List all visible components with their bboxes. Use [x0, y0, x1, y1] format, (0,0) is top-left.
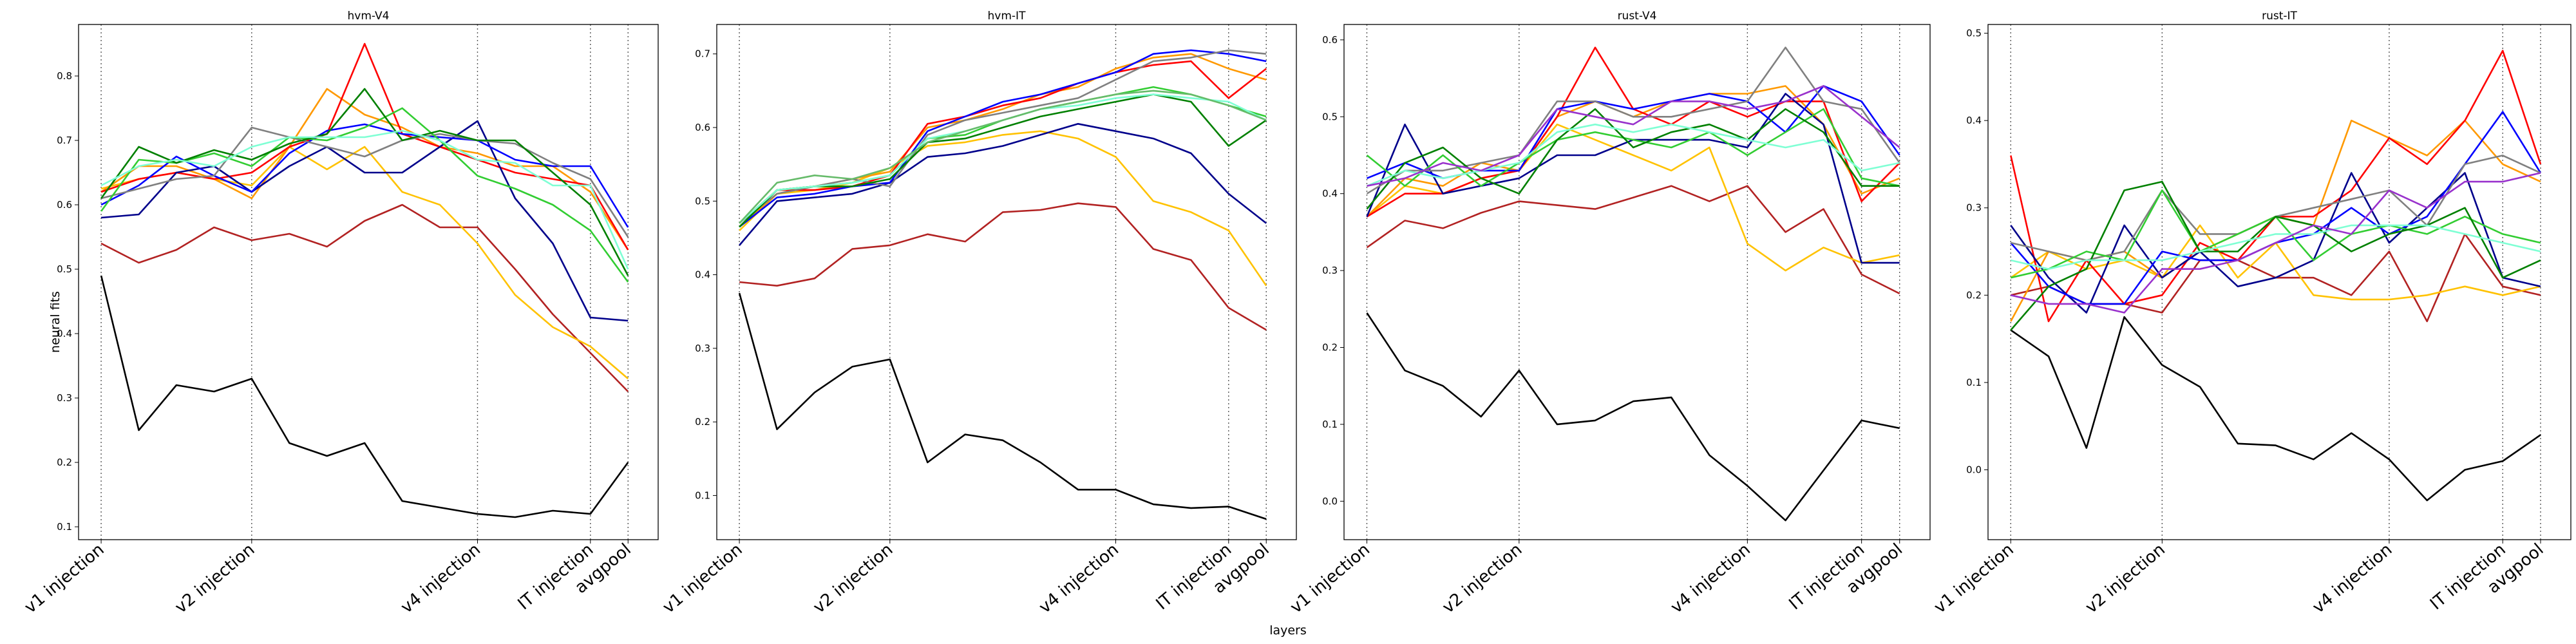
- x-tick-label: v1 injection: [1287, 540, 1374, 617]
- y-tick-label: 0.3: [57, 392, 72, 404]
- series-line-11: [2011, 224, 2541, 270]
- x-tick-label: v2 injection: [171, 540, 258, 617]
- y-tick-label: 0.3: [695, 343, 710, 354]
- y-tick-label: 0.1: [57, 521, 72, 533]
- panel-title: hvm-V4: [348, 10, 390, 23]
- series-line-10: [2010, 180, 2541, 331]
- y-tick-label: 0.5: [695, 195, 710, 207]
- series-line-10: [100, 88, 629, 276]
- y-tick-label: 0.0: [1322, 495, 1338, 507]
- series-line-1: [2010, 316, 2541, 502]
- series-line-4: [739, 53, 1267, 228]
- series-line-7: [100, 123, 629, 228]
- series-line-5: [2010, 50, 2542, 323]
- series-line-10: [1366, 108, 1900, 210]
- panel-3: rust-V4 0.0 0.1 0.2 0.3 0.4 0.5 0.6 v1 injection…: [1287, 10, 1931, 618]
- x-tick-label: v1 injection: [659, 540, 746, 617]
- panel-2: hvm-IT 0.1 0.2 0.3 0.4 0.5 0.6 0.7 v1 injection v…: [659, 10, 1297, 618]
- series-line-2: [100, 204, 629, 392]
- y-tick-label: 0.2: [1322, 341, 1338, 353]
- y-tick-label: 0.2: [1966, 289, 1982, 301]
- series-line-1: [738, 292, 1267, 520]
- y-tick-label: 0.6: [695, 122, 710, 133]
- panel-title: rust-V4: [1618, 10, 1657, 23]
- series-line-2: [739, 202, 1267, 331]
- y-tick-label: 0.1: [1322, 419, 1338, 430]
- y-tick-label: 0.5: [57, 263, 72, 275]
- y-tick-label: 0.2: [57, 457, 72, 468]
- series-line-8: [1366, 46, 1900, 194]
- series-line-11: [100, 129, 629, 270]
- series-line-10: [739, 93, 1267, 228]
- series-line-8: [100, 126, 629, 238]
- x-tick-label: v4 injection: [1036, 540, 1122, 617]
- series-line-12: [1367, 85, 1900, 187]
- x-tick-label: v4 injection: [2309, 540, 2396, 617]
- series-line-9: [100, 107, 629, 283]
- panel-title: hvm-IT: [988, 10, 1027, 23]
- x-tick-label: v1 injection: [1931, 540, 2018, 617]
- y-tick-label: 0.5: [1322, 111, 1338, 122]
- y-tick-label: 0.6: [57, 199, 72, 211]
- series-line-9: [739, 86, 1267, 228]
- y-tick-label: 0.3: [1966, 202, 1982, 214]
- series-line-11: [739, 93, 1267, 224]
- panels: hvm-V4 0.1 0.2 0.3 0.4 0.5 0.6 0.7 0.8 v1 injecti…: [21, 10, 2571, 618]
- plot-frame: [1987, 24, 2571, 540]
- y-tick-label: 0.4: [1322, 188, 1338, 200]
- plot-frame: [78, 24, 659, 540]
- y-tick-label: 0.1: [1966, 377, 1982, 388]
- x-tick-label: v4 injection: [397, 540, 484, 617]
- series-line-5: [100, 43, 629, 251]
- y-tick-label: 0.7: [57, 135, 72, 146]
- series-line-1: [1366, 312, 1900, 522]
- figure-y-axis-label: neural fits: [48, 291, 62, 353]
- x-tick-label: v2 injection: [810, 540, 896, 617]
- y-tick-label: 0.4: [695, 269, 710, 281]
- y-tick-label: 0.1: [695, 489, 710, 501]
- x-tick-label: v4 injection: [1667, 540, 1754, 617]
- series-line-12: [739, 90, 1267, 224]
- series-line-7: [2010, 111, 2542, 305]
- series-line-8: [739, 49, 1267, 224]
- figure-x-axis-label: layers: [1269, 623, 1307, 638]
- series-line-2: [1366, 185, 1900, 295]
- y-tick-label: 0.4: [57, 328, 72, 339]
- series-line-5: [739, 60, 1267, 224]
- plot-frame: [1343, 24, 1931, 540]
- series-line-1: [100, 275, 629, 518]
- panel-4: rust-IT 0.0 0.1 0.2 0.3 0.4 0.5 v1 injection v2 …: [1931, 10, 2571, 618]
- panel-1: hvm-V4 0.1 0.2 0.3 0.4 0.5 0.6 0.7 0.8 v1 injecti…: [21, 10, 659, 618]
- panel-title: rust-IT: [2262, 10, 2297, 23]
- series-line-6: [100, 120, 629, 322]
- series-line-11: [1367, 123, 1900, 187]
- series-line-6: [739, 123, 1267, 246]
- y-tick-label: 0.3: [1322, 265, 1338, 276]
- y-tick-label: 0.8: [57, 70, 72, 82]
- x-tick-label: v2 injection: [2082, 540, 2169, 617]
- series-line-12: [2011, 172, 2541, 314]
- series-line-3: [739, 130, 1267, 287]
- y-tick-label: 0.0: [1966, 464, 1982, 476]
- y-tick-label: 0.4: [1966, 115, 1982, 126]
- y-tick-label: 0.7: [695, 48, 710, 60]
- plot-frame: [716, 24, 1297, 540]
- y-tick-label: 0.2: [695, 416, 710, 428]
- x-tick-label: v2 injection: [1439, 540, 1526, 617]
- series-line-4: [2010, 119, 2541, 322]
- series-line-7: [739, 49, 1267, 228]
- series-line-3: [100, 146, 629, 379]
- x-tick-label: v1 injection: [21, 540, 108, 617]
- y-tick-label: 0.5: [1966, 28, 1982, 39]
- y-tick-label: 0.6: [1322, 34, 1338, 46]
